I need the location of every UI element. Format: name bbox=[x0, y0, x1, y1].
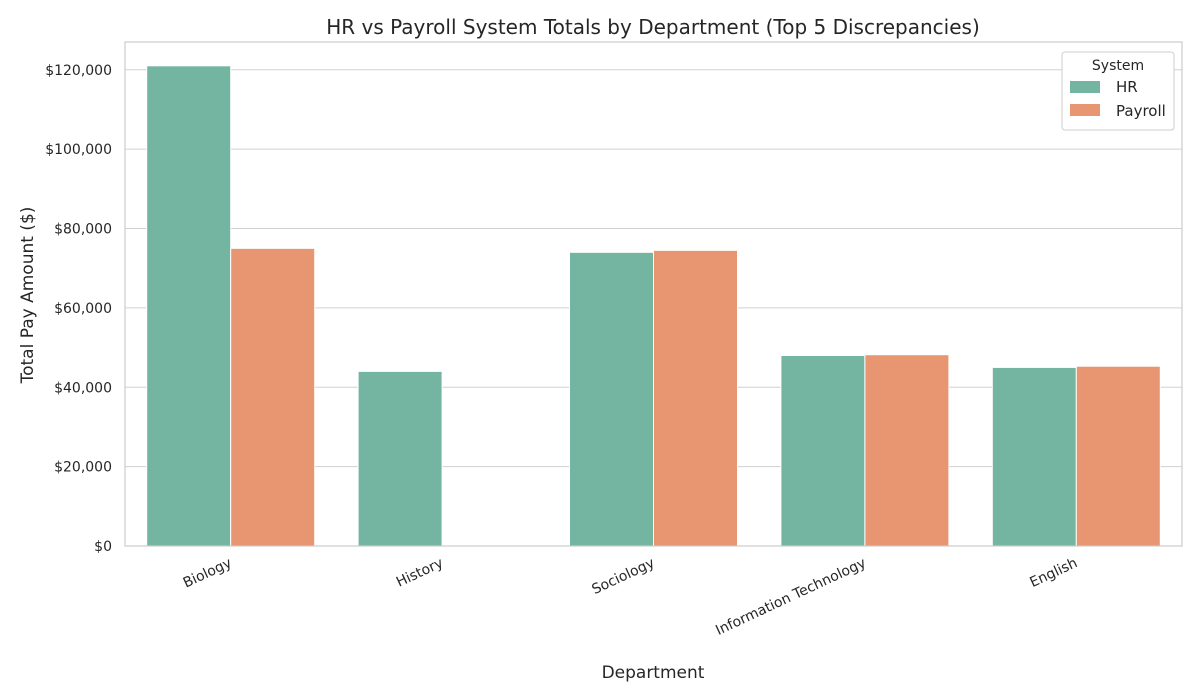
y-axis-ticks: $0 $20,000 $40,000 $60,000 $80,000 $100,000 $1… bbox=[45, 63, 112, 555]
bar-hr-sociology bbox=[569, 251, 654, 547]
plot-border bbox=[124, 41, 1183, 547]
bar-hr-biology bbox=[146, 65, 232, 547]
bar-payroll-sociology bbox=[653, 249, 738, 547]
legend-title: System bbox=[1092, 58, 1144, 74]
bar-payroll-biology bbox=[230, 247, 316, 547]
y-tick-label: $40,000 bbox=[54, 380, 112, 396]
y-tick-label: $120,000 bbox=[45, 63, 112, 79]
bar-hr-information-technology bbox=[780, 355, 866, 547]
y-tick-label: $60,000 bbox=[54, 301, 112, 317]
y-axis-title: Total Pay Amount ($) bbox=[18, 207, 38, 385]
y-tick-label: $80,000 bbox=[54, 222, 112, 238]
legend-label-hr: HR bbox=[1116, 78, 1138, 96]
y-tick-label: $100,000 bbox=[45, 142, 112, 158]
x-tick-label: Information Technology bbox=[713, 555, 868, 639]
x-axis-title: Department bbox=[602, 663, 705, 683]
x-tick-label: Sociology bbox=[589, 555, 657, 598]
plot-frame bbox=[124, 41, 1183, 547]
x-tick-label: History bbox=[394, 555, 446, 591]
bar-hr-history bbox=[357, 370, 443, 547]
legend: System HR Payroll bbox=[1061, 51, 1175, 131]
x-axis-ticks: Biology History Sociology Information Techn… bbox=[181, 555, 1080, 639]
bar-hr-english bbox=[991, 366, 1077, 547]
legend-swatch-hr bbox=[1070, 81, 1100, 93]
bar-payroll-information-technology bbox=[864, 354, 950, 547]
chart-title: HR vs Payroll System Totals by Departmen… bbox=[326, 15, 980, 39]
legend-swatch-payroll bbox=[1070, 104, 1100, 116]
legend-label-payroll: Payroll bbox=[1116, 102, 1166, 120]
y-tick-label: $0 bbox=[94, 539, 112, 555]
x-tick-label: English bbox=[1027, 555, 1080, 591]
x-tick-label: Biology bbox=[181, 555, 235, 591]
bars bbox=[146, 65, 1161, 547]
y-tick-label: $20,000 bbox=[54, 460, 112, 476]
bar-payroll-english bbox=[1075, 365, 1161, 547]
